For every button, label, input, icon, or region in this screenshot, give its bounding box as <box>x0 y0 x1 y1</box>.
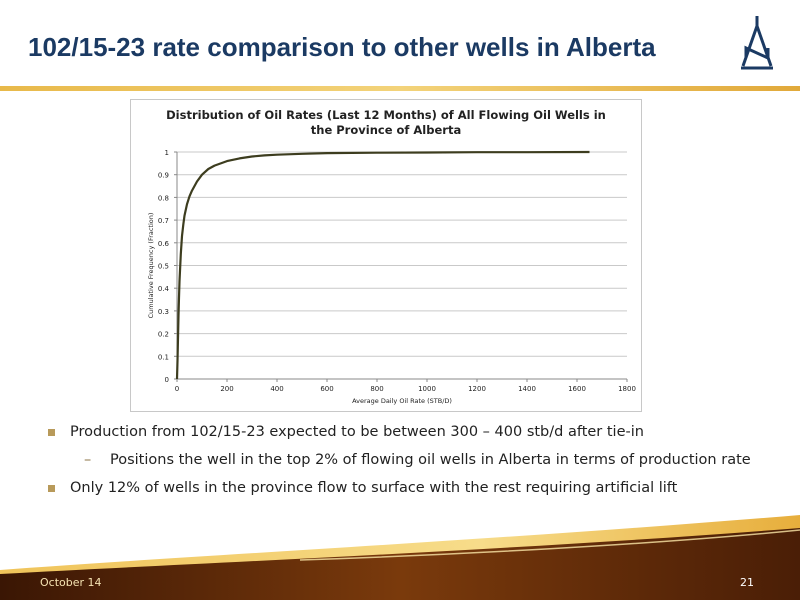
bullet-item: Only 12% of wells in the province flow t… <box>44 480 784 496</box>
footer-date: October 14 <box>40 576 102 589</box>
y-tick-label: 0.8 <box>158 194 169 202</box>
chart-title: Distribution of Oil Rates (Last 12 Month… <box>131 108 641 138</box>
bullet-square-icon <box>48 429 55 436</box>
y-tick-label: 0.1 <box>158 353 169 361</box>
x-tick-label: 200 <box>220 385 233 393</box>
x-tick-label: 1800 <box>618 385 636 393</box>
y-tick-label: 0.4 <box>158 285 170 293</box>
y-tick-label: 0.5 <box>158 263 169 271</box>
x-tick-label: 0 <box>175 385 179 393</box>
bullet-text: Production from 102/15-23 expected to be… <box>70 424 644 440</box>
slide-title: 102/15-23 rate comparison to other wells… <box>28 32 656 62</box>
y-tick-label: 0.2 <box>158 331 169 339</box>
x-tick-label: 1200 <box>468 385 486 393</box>
page-number: 21 <box>740 576 754 589</box>
bullet-square-icon <box>48 485 55 492</box>
cdf-chart: 0 0.1 0.2 0.3 0.4 0.5 0.6 0.7 0.8 0.9 1 0 200 400 600 8… <box>147 149 636 405</box>
header-divider <box>0 86 800 91</box>
x-tick-label: 400 <box>270 385 283 393</box>
dash-icon: – <box>84 452 92 468</box>
series-line-cdf <box>175 150 590 380</box>
chart-title-line-2: the Province of Alberta <box>310 123 462 137</box>
bullet-list: Production from 102/15-23 expected to be… <box>44 424 784 508</box>
x-tick-label: 1000 <box>418 385 436 393</box>
y-tick-label: 0.7 <box>158 217 169 225</box>
bullet-item: Production from 102/15-23 expected to be… <box>44 424 784 440</box>
y-axis-label: Cumulative Frequency (Fraction) <box>147 213 155 319</box>
footer-swoosh <box>0 515 800 600</box>
y-tick-label: 1 <box>165 149 169 157</box>
y-tick-label: 0 <box>165 376 169 384</box>
chart-title-line-1: Distribution of Oil Rates (Last 12 Month… <box>166 108 606 122</box>
sub-bullet-text: Positions the well in the top 2% of flow… <box>110 452 751 468</box>
sub-bullet-item: – Positions the well in the top 2% of fl… <box>44 452 784 468</box>
y-tick-label: 0.9 <box>158 172 169 180</box>
chart-container: Distribution of Oil Rates (Last 12 Month… <box>130 99 642 412</box>
derrick-logo-icon <box>741 16 773 70</box>
y-tick-label: 0.6 <box>158 240 170 248</box>
x-tick-label: 600 <box>320 385 333 393</box>
x-tick-label: 800 <box>370 385 383 393</box>
bullet-text: Only 12% of wells in the province flow t… <box>70 480 678 496</box>
y-tick-label: 0.3 <box>158 308 169 316</box>
x-tick-label: 1400 <box>518 385 536 393</box>
x-tick-label: 1600 <box>568 385 586 393</box>
x-axis-label: Average Daily Oil Rate (STB/D) <box>352 397 452 405</box>
